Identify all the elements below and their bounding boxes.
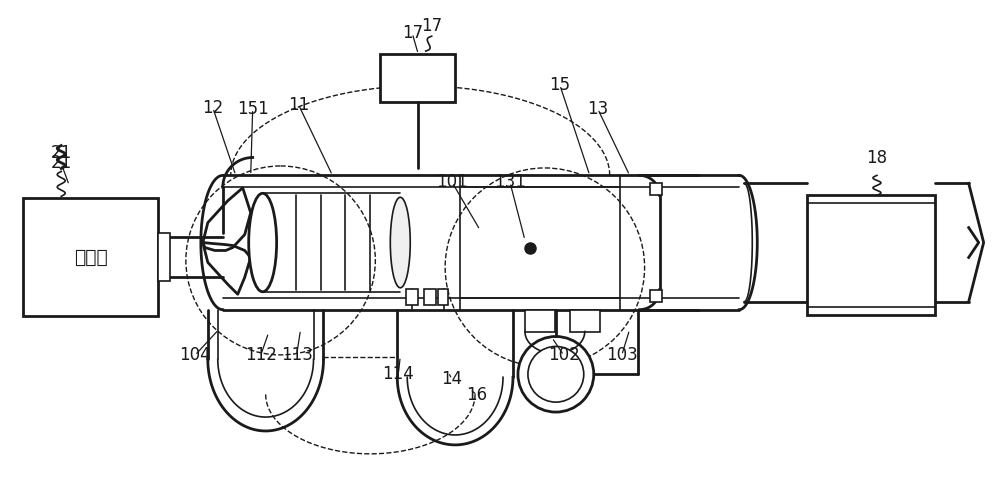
Text: 114: 114: [382, 365, 414, 383]
Text: 12: 12: [202, 99, 223, 117]
Bar: [650, 290, 662, 301]
Text: 112: 112: [245, 346, 277, 364]
Text: 16: 16: [467, 386, 488, 404]
Text: 103: 103: [606, 346, 638, 364]
Text: 15: 15: [549, 76, 570, 94]
Bar: [158, 233, 170, 281]
Text: 18: 18: [866, 149, 888, 167]
Ellipse shape: [249, 194, 277, 292]
Text: 14: 14: [442, 370, 463, 388]
Circle shape: [528, 346, 584, 402]
Bar: [650, 183, 662, 196]
Circle shape: [518, 337, 594, 412]
Text: 113: 113: [281, 346, 313, 364]
Text: 21: 21: [51, 145, 72, 162]
Bar: [438, 289, 448, 305]
Text: 104: 104: [179, 346, 211, 364]
Text: 151: 151: [237, 100, 269, 118]
Text: 102: 102: [548, 346, 580, 364]
Text: 13: 13: [587, 100, 608, 118]
Ellipse shape: [390, 198, 410, 288]
Bar: [23, 198, 158, 316]
Bar: [525, 310, 555, 332]
Text: 11: 11: [288, 96, 309, 114]
Text: 发动机: 发动机: [74, 248, 108, 266]
Bar: [424, 289, 436, 305]
Bar: [380, 54, 455, 102]
Text: 131: 131: [494, 173, 526, 192]
Bar: [570, 310, 600, 332]
Bar: [406, 289, 418, 305]
Text: 101: 101: [436, 173, 468, 192]
Text: 17: 17: [402, 24, 423, 42]
Text: 21: 21: [51, 154, 72, 172]
Bar: [807, 196, 935, 315]
Text: 17: 17: [421, 17, 442, 35]
